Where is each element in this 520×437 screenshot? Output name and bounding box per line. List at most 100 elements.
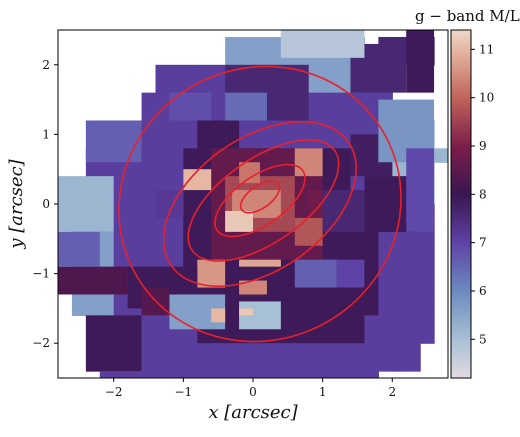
x-axis-ticks: −2 −1 0 1 2: [105, 378, 396, 399]
colorbar-tick-label: 9: [479, 139, 487, 153]
heatmap-pixel: [141, 134, 157, 149]
heatmap-pixel: [225, 385, 240, 400]
heatmap-pixel: [378, 245, 393, 261]
heatmap-pixel: [169, 78, 184, 94]
heatmap-pixel: [392, 162, 407, 177]
colorbar: [450, 29, 472, 379]
heatmap-pixel: [420, 231, 435, 247]
heatmap-pixel: [420, 329, 435, 344]
heatmap-pixel: [280, 120, 296, 135]
heatmap-pixel: [280, 134, 296, 149]
heatmap-pixel: [113, 371, 129, 378]
voronoi-bin: [239, 280, 267, 295]
heatmap-pixel: [183, 399, 198, 414]
heatmap-pixel: [155, 176, 171, 191]
heatmap-pixel: [420, 259, 435, 275]
heatmap-pixel: [169, 231, 184, 247]
heatmap-pixel: [336, 78, 352, 94]
heatmap-pixel: [308, 357, 324, 372]
heatmap-pixel: [350, 245, 366, 261]
heatmap-pixel: [364, 231, 379, 247]
heatmap-pixel: [253, 50, 268, 66]
heatmap-pixel: [294, 92, 310, 108]
heatmap-pixel: [406, 343, 421, 358]
heatmap-pixel: [350, 106, 366, 122]
heatmap-pixel: [211, 92, 226, 108]
heatmap-pixel: [308, 287, 324, 303]
heatmap-pixel: [392, 245, 407, 261]
heatmap-pixel: [378, 287, 393, 303]
heatmap-pixel: [266, 273, 282, 289]
voronoi-bin: [406, 148, 435, 232]
heatmap-pixel: [336, 120, 352, 135]
heatmap-pixel: [197, 64, 212, 80]
heatmap-pixel: [253, 78, 268, 94]
heatmap-pixel: [336, 134, 352, 149]
heatmap-pixel: [253, 64, 268, 80]
heatmap-pixel: [266, 343, 282, 358]
voronoi-bin: [406, 30, 435, 93]
heatmap-pixel: [141, 148, 157, 163]
heatmap-pixel: [406, 357, 421, 372]
heatmap-pixel: [155, 217, 171, 233]
heatmap-pixel: [294, 78, 310, 94]
heatmap-pixel: [141, 357, 157, 372]
heatmap-pixel: [183, 343, 198, 358]
heatmap-pixel: [197, 357, 212, 372]
heatmap-pixel: [253, 371, 268, 378]
heatmap-pixel: [280, 301, 296, 316]
heatmap-pixel: [239, 134, 254, 149]
heatmap-pixel: [169, 217, 184, 233]
heatmap-pixel: [434, 148, 448, 163]
contour-line: [162, 120, 357, 288]
heatmap-pixel: [378, 329, 393, 344]
heatmap-pixel: [322, 329, 338, 344]
heatmap-pixel: [127, 162, 143, 177]
heatmap-pixel: [378, 273, 393, 289]
voronoi-bin: [225, 210, 253, 232]
heatmap-pixel: [392, 315, 407, 330]
heatmap-pixel: [99, 371, 115, 378]
heatmap-pixel: [280, 357, 296, 372]
heatmap-pixel: [141, 343, 157, 358]
voronoi-bin: [225, 92, 267, 121]
heatmap-pixel: [392, 357, 407, 372]
voronoi-bin: [239, 259, 281, 267]
heatmap-pixel: [364, 371, 379, 378]
heatmap-pixel: [141, 204, 157, 219]
heatmap-pixel: [350, 329, 366, 344]
heatmap-pixel: [322, 371, 338, 378]
heatmap-pixel: [169, 357, 184, 372]
heatmap-pixel: [336, 357, 352, 372]
heatmap-pixel: [225, 329, 240, 344]
heatmap-pixel: [127, 204, 143, 219]
heatmap-pixel: [85, 162, 101, 177]
contour-line: [187, 139, 340, 262]
heatmap-pixel: [141, 92, 157, 108]
heatmap-pixel: [197, 343, 212, 358]
heatmap-pixel: [350, 231, 366, 247]
heatmap-pixel: [336, 371, 352, 378]
heatmap-pixel: [155, 64, 171, 80]
heatmap-pixel: [294, 371, 310, 378]
heatmap-pixel: [308, 329, 324, 344]
heatmap-pixel: [127, 231, 143, 247]
heatmap-pixel: [141, 176, 157, 191]
heatmap-pixel: [155, 106, 171, 122]
heatmap-pixel: [266, 78, 282, 94]
heatmap-pixel: [99, 343, 115, 358]
heatmap-pixel: [225, 287, 240, 303]
heatmap-pixel: [225, 36, 240, 52]
heatmap-pixel: [406, 273, 421, 289]
heatmap-pixel: [183, 357, 198, 372]
heatmap-pixel: [127, 371, 143, 378]
heatmap-pixel: [336, 301, 352, 316]
heatmap-pixel: [113, 204, 129, 219]
heatmap-pixel: [350, 357, 366, 372]
heatmap-pixel: [239, 357, 254, 372]
heatmap-pixel: [183, 120, 198, 135]
contour-line: [118, 65, 402, 343]
heatmap-pixel: [336, 64, 352, 80]
heatmap-pixel: [420, 301, 435, 316]
heatmap-pixel: [309, 399, 324, 414]
